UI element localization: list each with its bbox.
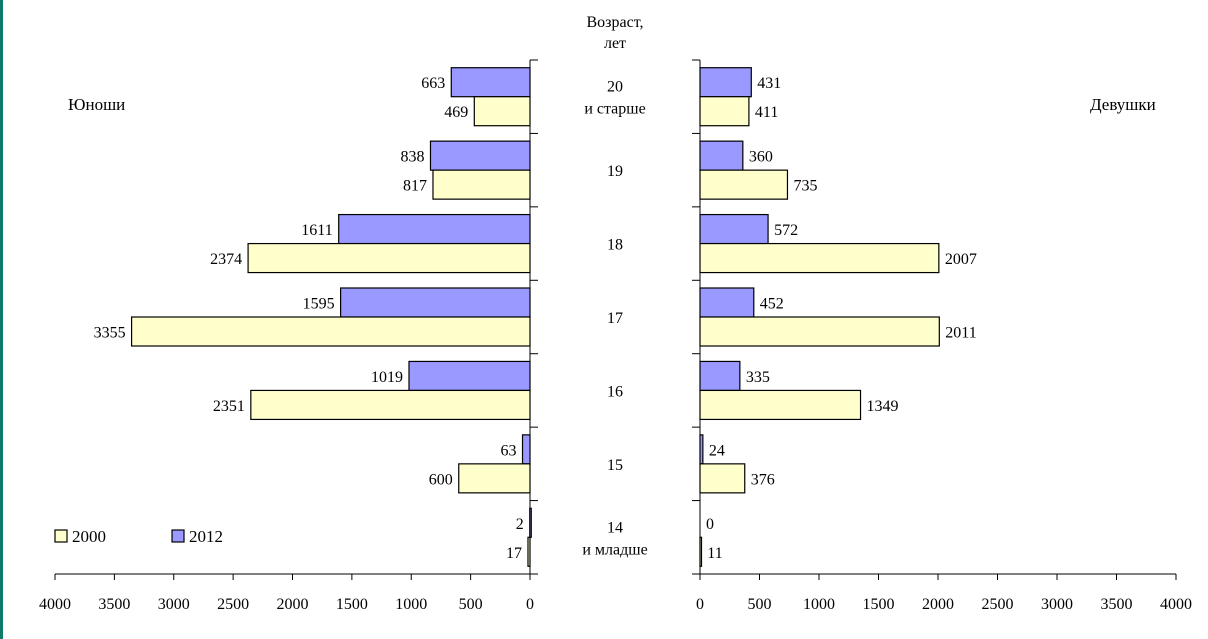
left-x-tick-label: 1500 [336, 596, 368, 613]
legend-swatch-2012 [171, 529, 185, 543]
left-data-label-2012: 1595 [303, 296, 335, 313]
age-category-label: 19 [607, 163, 623, 180]
legend-swatch-2000 [54, 529, 68, 543]
left-data-label-2012: 2 [516, 516, 524, 533]
left-bar-2000 [130, 316, 531, 347]
age-category-label: и старше [584, 101, 645, 118]
right-bar-2012 [699, 360, 741, 392]
left-x-tick-label: 1000 [395, 596, 427, 613]
right-x-tick-label: 1500 [863, 596, 895, 613]
legend-label-2012: 2012 [189, 527, 223, 546]
right-bar-2012 [699, 67, 752, 98]
left-x-tick-label: 500 [459, 596, 483, 613]
right-bar-2012 [699, 213, 769, 245]
right-x-tick-label: 500 [748, 596, 772, 613]
right-x-tick-label: 1000 [803, 596, 835, 613]
age-category-label: 20 [607, 79, 623, 96]
left-data-label-2000: 469 [444, 104, 468, 121]
left-data-label-2000: 17 [506, 545, 522, 562]
left-bar-2000 [432, 169, 531, 200]
left-bar-2012 [429, 140, 531, 171]
left-bar-2000 [458, 463, 531, 494]
right-bar-2012 [699, 434, 704, 465]
left-data-label-2012: 1019 [371, 369, 403, 386]
right-x-tick-label: 4000 [1160, 596, 1192, 613]
age-category-label: 16 [607, 383, 623, 400]
left-x-tick-label: 3000 [158, 596, 190, 613]
right-x-tick-label: 3500 [1101, 596, 1133, 613]
left-data-label-2012: 663 [421, 75, 445, 92]
left-bar-2000 [250, 389, 531, 421]
left-data-label-2000: 3355 [94, 325, 126, 342]
left-bar-2000 [473, 96, 531, 127]
right-x-tick-label: 2000 [922, 596, 954, 613]
right-data-label-2000: 411 [755, 104, 778, 121]
age-category-label: 14 [607, 519, 623, 536]
right-panel-title: Девушки [1090, 95, 1156, 114]
left-data-label-2000: 2351 [213, 398, 245, 415]
left-bar-2012 [450, 67, 531, 98]
age-category-label: 17 [607, 310, 623, 327]
legend-label-2000: 2000 [72, 527, 106, 546]
right-data-label-2000: 2011 [945, 325, 976, 342]
left-bar-2012 [408, 360, 531, 392]
left-x-tick-label: 0 [526, 596, 534, 613]
left-bar-2000 [527, 536, 531, 567]
right-data-label-2012: 431 [757, 75, 781, 92]
age-axis-title-line: лет [604, 35, 626, 52]
left-bar-2012 [529, 507, 532, 538]
left-data-label-2000: 817 [403, 178, 427, 195]
right-data-label-2000: 2007 [945, 251, 977, 268]
right-bar-2000 [699, 316, 940, 347]
age-category-label: и младше [582, 541, 647, 558]
right-bar-2000 [699, 536, 703, 567]
right-x-tick-label: 3000 [1041, 596, 1073, 613]
left-data-label-2000: 600 [429, 471, 453, 488]
left-bar-2012 [339, 287, 531, 318]
right-bar-2012 [699, 287, 755, 318]
right-x-tick-label: 0 [696, 596, 704, 613]
right-x-tick-label: 2500 [982, 596, 1014, 613]
left-x-tick-label: 2500 [217, 596, 249, 613]
right-data-label-2000: 735 [793, 178, 817, 195]
left-x-tick-label: 2000 [277, 596, 309, 613]
right-data-label-2000: 11 [707, 545, 722, 562]
right-bar-2000 [699, 96, 750, 127]
right-bar-2000 [699, 242, 940, 274]
left-bar-2000 [247, 242, 531, 274]
right-data-label-2012: 24 [709, 442, 725, 459]
right-data-label-2000: 376 [751, 471, 775, 488]
right-data-label-2012: 572 [774, 222, 798, 239]
right-data-label-2012: 335 [746, 369, 770, 386]
left-data-label-2012: 838 [400, 149, 424, 166]
right-bar-2000 [699, 463, 746, 494]
left-x-tick-label: 4000 [39, 596, 71, 613]
left-panel-title: Юноши [68, 95, 125, 114]
left-data-label-2012: 1611 [301, 222, 332, 239]
left-x-tick-label: 3500 [98, 596, 130, 613]
right-data-label-2012: 452 [760, 296, 784, 313]
right-bar-2012 [699, 140, 744, 171]
left-bar-2012 [338, 213, 531, 245]
left-data-label-2012: 63 [501, 442, 517, 459]
age-axis-title-line: Возраст, [587, 14, 644, 31]
age-category-label: 15 [607, 457, 623, 474]
left-data-label-2000: 2374 [210, 251, 242, 268]
right-data-label-2012: 360 [749, 149, 773, 166]
right-data-label-2000: 1349 [867, 398, 899, 415]
right-bar-2000 [699, 389, 862, 421]
left-bar-2012 [521, 434, 531, 465]
age-category-label: 18 [607, 237, 623, 254]
right-bar-2000 [699, 169, 789, 200]
right-data-label-2012: 0 [706, 516, 714, 533]
